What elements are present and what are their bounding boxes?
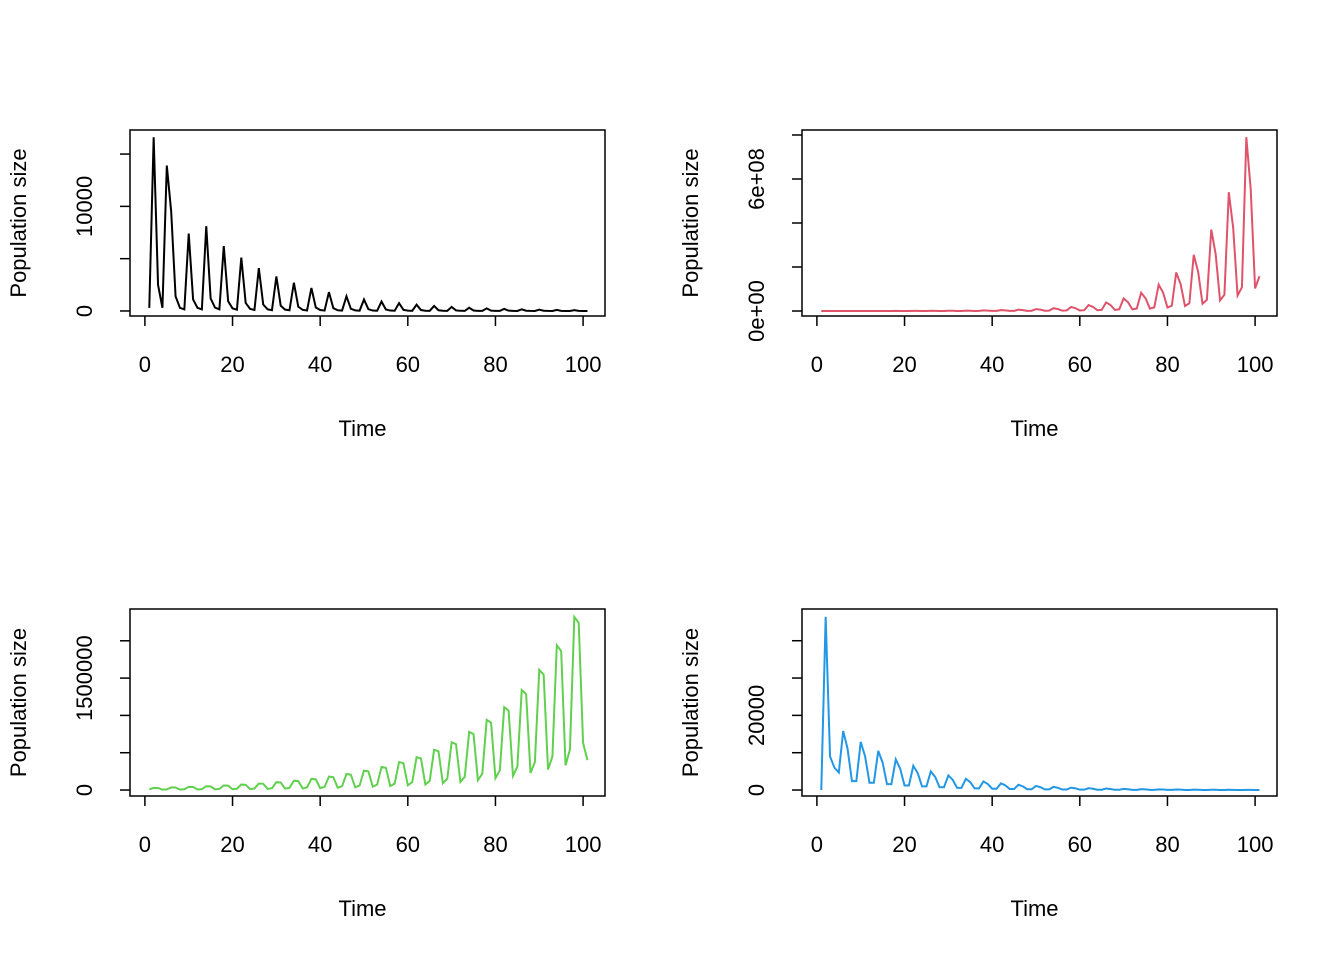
x-tick-label: 0 — [811, 352, 823, 377]
y-tick-label: 1500000 — [72, 635, 97, 721]
y-tick-label: 0e+00 — [744, 280, 769, 342]
x-tick-label: 80 — [483, 832, 507, 857]
x-tick-label: 60 — [396, 352, 420, 377]
x-axis-label: Time — [1010, 896, 1058, 921]
plot-box — [801, 129, 1278, 317]
x-tick-label: 20 — [892, 832, 916, 857]
x-tick-label: 40 — [980, 832, 1004, 857]
x-tick-label: 80 — [1155, 352, 1179, 377]
plot-box — [129, 608, 606, 797]
data-line — [148, 137, 588, 312]
x-tick-label: 100 — [1237, 832, 1274, 857]
x-tick-label: 20 — [220, 832, 244, 857]
y-axis-label: Population size — [678, 148, 703, 297]
x-tick-label: 80 — [483, 352, 507, 377]
y-axis-label: Population size — [6, 628, 31, 777]
x-tick-label: 80 — [1155, 832, 1179, 857]
plot-box — [129, 129, 606, 317]
y-tick-label: 0 — [744, 784, 769, 796]
y-tick-label: 0 — [72, 305, 97, 317]
x-tick-label: 100 — [565, 352, 602, 377]
x-axis-label: Time — [1010, 416, 1058, 441]
x-tick-label: 20 — [220, 352, 244, 377]
x-tick-label: 0 — [139, 832, 151, 857]
x-tick-label: 0 — [811, 832, 823, 857]
x-tick-label: 60 — [396, 832, 420, 857]
y-axis-label: Population size — [6, 148, 31, 297]
data-line — [148, 613, 589, 791]
x-tick-label: 40 — [308, 832, 332, 857]
x-axis-label: Time — [338, 416, 386, 441]
x-tick-label: 20 — [892, 352, 916, 377]
y-tick-label: 0 — [72, 784, 97, 796]
data-line — [821, 137, 1261, 313]
x-tick-label: 60 — [1068, 832, 1092, 857]
x-tick-label: 60 — [1068, 352, 1092, 377]
x-tick-label: 100 — [565, 832, 602, 857]
y-tick-label: 6e+08 — [744, 148, 769, 210]
x-tick-label: 40 — [980, 352, 1004, 377]
y-tick-label: 20000 — [744, 685, 769, 746]
y-tick-label: 10000 — [72, 176, 97, 237]
plot-box — [801, 608, 1278, 797]
y-axis-label: Population size — [678, 628, 703, 777]
x-tick-label: 0 — [139, 352, 151, 377]
x-tick-label: 100 — [1237, 352, 1274, 377]
data-line — [820, 616, 1260, 791]
x-tick-label: 40 — [308, 352, 332, 377]
x-axis-label: Time — [338, 896, 386, 921]
